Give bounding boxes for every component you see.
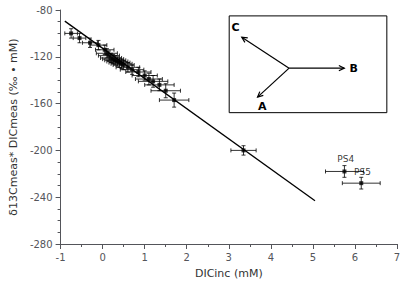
svg-text:0: 0 <box>99 252 105 263</box>
svg-text:DICinc (mM): DICinc (mM) <box>195 267 263 280</box>
svg-text:-160: -160 <box>30 98 53 109</box>
svg-text:6: 6 <box>352 252 358 263</box>
svg-text:-240: -240 <box>30 192 53 203</box>
svg-text:PS4: PS4 <box>337 154 354 164</box>
svg-text:-80: -80 <box>36 5 52 16</box>
svg-text:-1: -1 <box>56 252 66 263</box>
svg-text:7: 7 <box>394 252 400 263</box>
svg-text:δ13Cmeas* DICmeas (‰ • mM): δ13Cmeas* DICmeas (‰ • mM) <box>7 38 20 215</box>
svg-text:A: A <box>258 100 267 113</box>
svg-text:-200: -200 <box>30 145 53 156</box>
svg-text:-120: -120 <box>30 51 53 62</box>
svg-text:1: 1 <box>142 252 148 263</box>
svg-text:B: B <box>350 62 358 75</box>
svg-text:-280: -280 <box>30 239 53 250</box>
svg-text:C: C <box>231 21 239 34</box>
svg-text:2: 2 <box>184 252 190 263</box>
svg-text:4: 4 <box>268 252 274 263</box>
svg-text:PS5: PS5 <box>354 167 371 177</box>
svg-text:3: 3 <box>226 252 232 263</box>
svg-text:5: 5 <box>310 252 316 263</box>
